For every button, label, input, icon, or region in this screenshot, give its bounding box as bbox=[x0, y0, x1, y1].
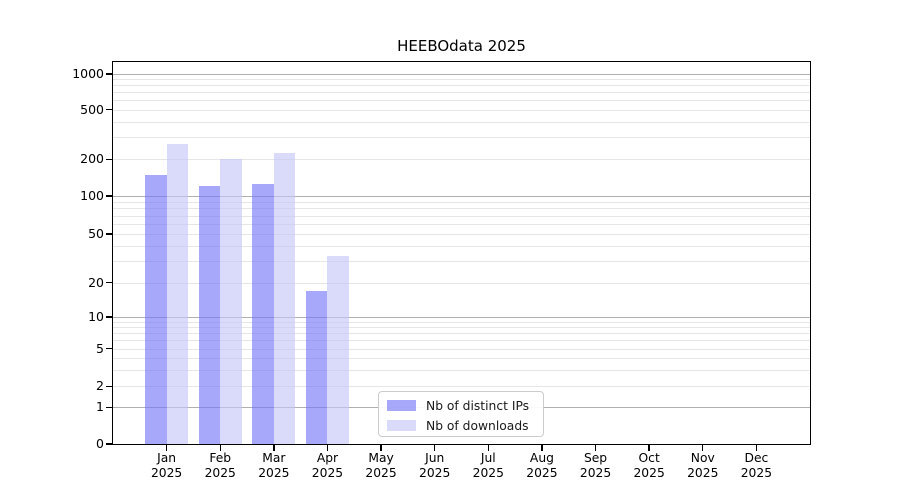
gridline-minor bbox=[113, 357, 810, 359]
gridline-minor bbox=[113, 92, 810, 94]
chart-title: HEEBOdata 2025 bbox=[397, 37, 526, 55]
x-tick-label-nov: Nov 2025 bbox=[687, 451, 719, 480]
bar-nb-of-downloads-mar bbox=[273, 153, 296, 444]
y-tick-label-200: 200 bbox=[80, 151, 104, 167]
x-tick-label-feb: Feb 2025 bbox=[204, 451, 236, 480]
y-tick-mark bbox=[106, 347, 112, 350]
x-tick-mark bbox=[433, 445, 436, 451]
x-tick-mark bbox=[648, 445, 650, 451]
y-tick-label-100: 100 bbox=[80, 188, 104, 204]
legend-swatch-nb-of-downloads bbox=[387, 420, 416, 431]
y-tick-label-20: 20 bbox=[88, 274, 104, 290]
x-tick-label-sep: Sep 2025 bbox=[579, 451, 612, 480]
y-tick-mark bbox=[106, 73, 112, 75]
gridline-minor bbox=[113, 208, 810, 210]
x-tick-label-aug: Aug 2025 bbox=[526, 451, 558, 480]
gridline-minor bbox=[113, 121, 810, 123]
x-tick-mark bbox=[273, 445, 275, 451]
y-tick-mark bbox=[106, 282, 112, 284]
bar-nb-of-distinct-ips-apr bbox=[305, 290, 328, 444]
gridline-minor bbox=[113, 223, 810, 225]
gridline-minor bbox=[113, 79, 810, 81]
gridline-minor bbox=[113, 327, 810, 329]
x-tick-label-dec: Dec 2025 bbox=[740, 451, 773, 480]
y-tick-mark bbox=[106, 158, 112, 161]
plot-area bbox=[112, 61, 811, 445]
y-tick-label-500: 500 bbox=[80, 101, 104, 117]
x-tick-mark bbox=[702, 445, 704, 451]
y-tick-label-5: 5 bbox=[96, 340, 104, 356]
y-tick-label-1: 1 bbox=[96, 399, 104, 415]
gridline-major bbox=[113, 196, 810, 198]
gridline-minor bbox=[113, 215, 810, 217]
gridline-minor bbox=[113, 386, 810, 388]
bar-nb-of-distinct-ips-feb bbox=[198, 186, 221, 444]
legend-label-2: Nb of downloads bbox=[426, 418, 529, 433]
gridline-minor bbox=[113, 159, 810, 161]
x-tick-label-jul: Jul 2025 bbox=[472, 451, 504, 480]
gridline-minor bbox=[113, 201, 810, 203]
legend-row-1: Nb of distinct IPs bbox=[387, 398, 530, 413]
gridline-minor bbox=[113, 348, 810, 350]
gridline-minor bbox=[113, 109, 810, 111]
legend-label-1: Nb of distinct IPs bbox=[426, 398, 530, 413]
gridline-minor bbox=[113, 137, 810, 139]
legend-swatch-nb-of-distinct-ips bbox=[387, 400, 416, 411]
x-tick-mark bbox=[326, 445, 329, 451]
bar-nb-of-downloads-jan bbox=[166, 144, 189, 444]
y-tick-mark bbox=[106, 385, 112, 387]
gridline-minor bbox=[113, 321, 810, 323]
gridline-minor bbox=[113, 340, 810, 342]
x-tick-mark bbox=[380, 445, 382, 451]
legend: Nb of distinct IPs Nb of downloads bbox=[378, 391, 544, 437]
y-tick-mark bbox=[106, 109, 112, 111]
x-tick-mark bbox=[594, 445, 597, 451]
x-tick-label-oct: Oct 2025 bbox=[633, 451, 665, 480]
x-tick-mark bbox=[487, 445, 489, 451]
y-tick-label-10: 10 bbox=[88, 309, 104, 325]
x-tick-label-jun: Jun 2025 bbox=[419, 451, 451, 480]
y-tick-mark bbox=[106, 443, 112, 445]
x-tick-label-mar: Mar 2025 bbox=[258, 451, 290, 480]
gridline-minor bbox=[113, 333, 810, 335]
x-tick-mark bbox=[219, 445, 221, 451]
bar-nb-of-distinct-ips-mar bbox=[252, 184, 274, 444]
gridline-major bbox=[113, 73, 810, 75]
y-tick-label-50: 50 bbox=[88, 225, 104, 241]
gridline-minor bbox=[113, 261, 810, 263]
y-tick-mark bbox=[106, 316, 112, 318]
x-tick-mark bbox=[755, 445, 758, 451]
x-tick-mark bbox=[165, 445, 168, 451]
y-tick-label-1000: 1000 bbox=[72, 65, 104, 81]
gridline-minor bbox=[113, 245, 810, 247]
x-tick-label-apr: Apr 2025 bbox=[311, 451, 344, 480]
gridline-minor bbox=[113, 85, 810, 87]
y-tick-mark bbox=[106, 233, 112, 235]
gridline-major bbox=[113, 317, 810, 319]
y-tick-mark bbox=[106, 195, 112, 197]
gridline-minor bbox=[113, 100, 810, 102]
bar-nb-of-distinct-ips-jan bbox=[145, 174, 167, 444]
y-tick-label-0: 0 bbox=[96, 436, 104, 451]
bar-nb-of-downloads-apr bbox=[327, 256, 349, 444]
y-tick-mark bbox=[106, 406, 112, 409]
gridline-minor bbox=[113, 282, 810, 284]
gridline-minor bbox=[113, 233, 810, 235]
legend-row-2: Nb of downloads bbox=[387, 418, 529, 433]
x-tick-mark bbox=[541, 445, 543, 451]
x-tick-label-jan: Jan 2025 bbox=[150, 451, 183, 480]
gridline-minor bbox=[113, 369, 810, 371]
x-tick-label-may: May 2025 bbox=[365, 451, 397, 480]
y-tick-label-2: 2 bbox=[96, 378, 104, 394]
bar-nb-of-downloads-feb bbox=[220, 159, 242, 444]
